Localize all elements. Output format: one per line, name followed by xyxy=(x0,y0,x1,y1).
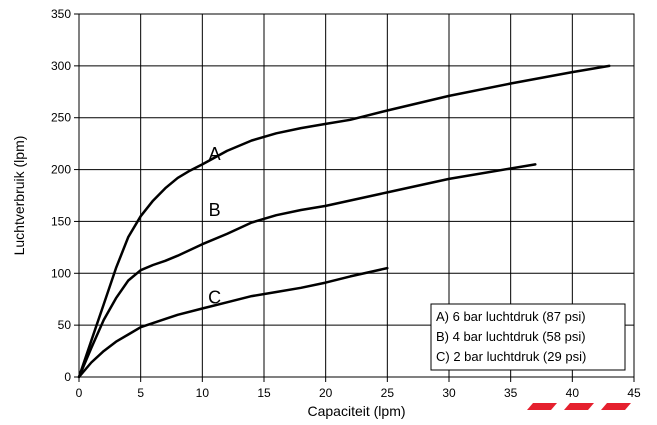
brand-stripe xyxy=(527,403,557,410)
plot-area xyxy=(78,13,635,378)
x-tick-label: 30 xyxy=(442,386,456,400)
legend: A) 6 bar luchtdruk (87 psi) B) 4 bar luc… xyxy=(430,303,626,371)
legend-entry-a: A) 6 bar luchtdruk (87 psi) xyxy=(436,309,586,324)
series-label-c: C xyxy=(208,287,221,307)
x-tick-label: 0 xyxy=(76,386,83,400)
y-tick-label: 300 xyxy=(51,59,71,73)
x-tick-label: 5 xyxy=(137,386,144,400)
legend-entry-c: C) 2 bar luchtdruk (29 psi) xyxy=(436,349,586,364)
x-tick-label: 35 xyxy=(504,386,518,400)
y-tick-label: 100 xyxy=(51,266,71,280)
x-tick-label: 15 xyxy=(257,386,271,400)
legend-entry-b: B) 4 bar luchtdruk (58 psi) xyxy=(436,329,586,344)
legend-box xyxy=(430,303,626,371)
x-tick-label: 10 xyxy=(196,386,210,400)
x-tick-label: 40 xyxy=(566,386,580,400)
x-tick-label: 45 xyxy=(627,386,641,400)
plot-border xyxy=(78,13,635,378)
y-tick-label: 50 xyxy=(58,318,72,332)
brand-stripe xyxy=(601,403,631,410)
series-labels: A B C xyxy=(208,144,221,307)
y-tick-label: 350 xyxy=(51,7,71,21)
series-lines xyxy=(77,64,611,379)
series-line-b xyxy=(77,163,537,379)
y-tick-label: 150 xyxy=(51,214,71,228)
y-axis-title: Luchtverbruik (lpm) xyxy=(11,136,27,256)
series-line-a xyxy=(77,64,611,379)
x-axis-ticks: 0 5 10 15 20 25 30 35 40 45 xyxy=(76,377,641,400)
series-line-c xyxy=(77,266,389,379)
x-tick-label: 25 xyxy=(381,386,395,400)
series-label-a: A xyxy=(209,144,221,164)
x-tick-label: 20 xyxy=(319,386,333,400)
y-tick-label: 250 xyxy=(51,111,71,125)
series-label-b: B xyxy=(209,200,221,220)
brand-stripes-logo xyxy=(527,403,631,410)
x-axis-title: Capaciteit (lpm) xyxy=(307,403,405,419)
y-tick-label: 0 xyxy=(64,370,71,384)
y-tick-label: 200 xyxy=(51,163,71,177)
y-axis-ticks: 0 50 100 150 200 250 300 350 xyxy=(51,7,79,384)
brand-stripe xyxy=(564,403,594,410)
